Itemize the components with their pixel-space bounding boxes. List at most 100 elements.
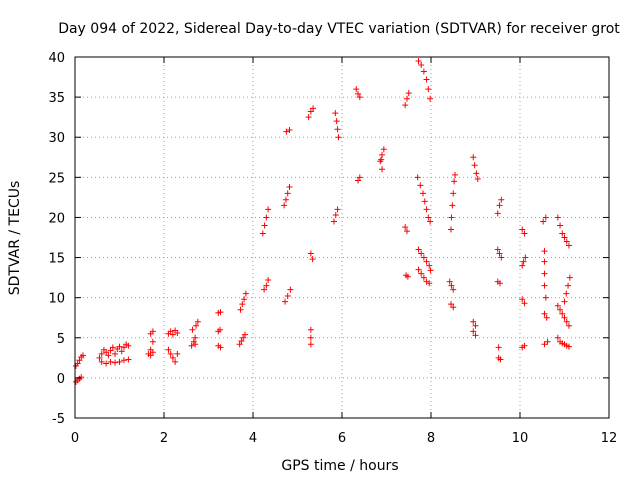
data-point	[494, 246, 501, 253]
data-point	[355, 177, 362, 184]
data-point	[263, 214, 270, 221]
data-point	[448, 301, 455, 308]
data-point	[541, 282, 548, 289]
data-point	[542, 294, 549, 301]
data-point	[450, 190, 457, 197]
data-point	[282, 196, 289, 203]
data-point	[240, 334, 247, 341]
data-point	[284, 190, 291, 197]
data-point	[497, 356, 504, 363]
data-point	[470, 328, 477, 335]
y-tick-label: -5	[52, 412, 65, 427]
data-point	[356, 94, 363, 101]
data-point	[192, 341, 199, 348]
data-point	[565, 242, 572, 249]
data-point	[448, 282, 455, 289]
data-point	[450, 286, 457, 293]
data-point	[96, 354, 103, 361]
data-point	[541, 248, 548, 255]
data-point	[188, 342, 195, 349]
y-tick-label: 0	[57, 372, 65, 387]
data-point	[425, 214, 432, 221]
data-point	[417, 182, 424, 189]
data-point	[565, 343, 572, 350]
data-point	[563, 318, 570, 325]
data-point	[149, 349, 156, 356]
data-point	[305, 114, 312, 121]
data-point	[427, 267, 434, 274]
y-tick-label: 15	[48, 252, 65, 267]
data-point	[494, 210, 501, 217]
data-point	[421, 198, 428, 205]
data-point	[261, 286, 268, 293]
data-point	[496, 280, 503, 287]
data-point	[165, 346, 172, 353]
data-point	[281, 202, 288, 209]
data-point	[420, 274, 427, 281]
data-point	[426, 262, 433, 269]
x-tick-label: 12	[601, 431, 618, 446]
data-point	[380, 146, 387, 153]
data-point	[498, 196, 505, 203]
data-point	[423, 258, 430, 265]
data-point	[378, 156, 385, 163]
data-point	[330, 218, 337, 225]
data-point	[309, 256, 316, 263]
data-point	[451, 178, 458, 185]
data-point	[217, 344, 224, 351]
data-point	[332, 212, 339, 219]
data-point	[353, 86, 360, 93]
data-point	[116, 343, 123, 350]
data-point	[495, 344, 502, 351]
data-point	[557, 306, 564, 313]
data-point	[194, 318, 201, 325]
data-point	[334, 206, 341, 213]
data-point	[286, 127, 293, 134]
y-tick-label: 35	[48, 91, 65, 106]
data-point	[167, 328, 174, 335]
data-point	[563, 290, 570, 297]
data-point	[112, 350, 119, 357]
data-point	[169, 331, 176, 338]
data-point	[147, 352, 154, 359]
data-point	[109, 344, 116, 351]
data-point	[402, 224, 409, 231]
data-point	[540, 218, 547, 225]
data-point	[519, 226, 526, 233]
data-point	[470, 154, 477, 161]
data-point	[554, 214, 561, 221]
data-point	[420, 254, 427, 261]
data-point	[519, 262, 526, 269]
data-point	[557, 222, 564, 229]
data-point	[78, 374, 85, 381]
data-point	[415, 266, 422, 273]
data-point	[403, 228, 410, 235]
data-point	[521, 342, 528, 349]
grid-lines	[75, 57, 609, 418]
data-point	[189, 326, 196, 333]
data-point	[471, 162, 478, 169]
y-axis-label: SDTVAR / TECUs	[7, 181, 23, 296]
data-point	[419, 190, 426, 197]
data-point	[402, 102, 409, 109]
data-point	[522, 254, 529, 261]
y-tick-label: 30	[48, 131, 65, 146]
data-point	[259, 230, 266, 237]
data-point	[519, 296, 526, 303]
data-point	[239, 301, 246, 308]
data-point	[426, 280, 433, 287]
x-tick-label: 6	[338, 431, 346, 446]
data-point	[448, 214, 455, 221]
data-point	[287, 286, 294, 293]
data-point	[472, 332, 479, 339]
chart-title: Day 094 of 2022, Sidereal Day-to-day VTE…	[58, 21, 620, 37]
data-point	[474, 175, 481, 182]
data-point	[521, 300, 528, 307]
data-point	[286, 183, 293, 190]
data-point	[496, 202, 503, 209]
data-point	[107, 347, 114, 354]
data-point	[425, 86, 432, 93]
data-point	[423, 76, 430, 83]
data-point	[98, 350, 105, 357]
